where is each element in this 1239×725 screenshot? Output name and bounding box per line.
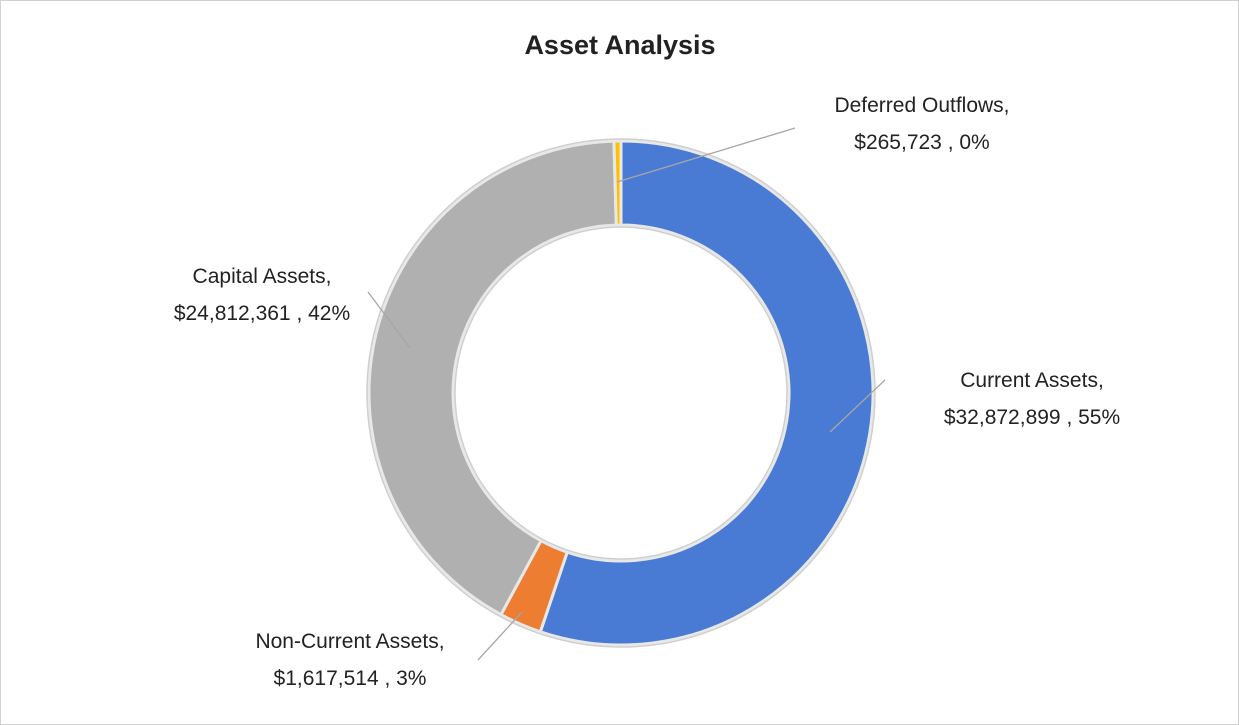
category-label: Current Assets, [960,369,1104,392]
category-label: Non-Current Assets, [255,630,444,653]
data-label: Deferred Outflows, $265,723 , 0% [834,94,1009,154]
data-label: Current Assets, $32,872,899 , 55% [944,369,1120,429]
category-label: Capital Assets, [193,265,332,288]
chart-title: Asset Analysis [524,30,715,60]
donut-segment [612,139,623,227]
leader-line [616,127,796,183]
donut-segment [367,139,618,617]
leader-line [367,291,411,349]
value-label: $32,872,899 , 55% [944,406,1120,429]
leader-line [477,611,523,661]
donut-outer-rim [366,138,876,648]
value-label: $1,617,514 , 3% [274,667,427,690]
value-label: $265,723 , 0% [854,131,989,154]
donut-inner-rim [454,226,788,560]
leader-line [829,379,886,433]
value-label: $24,812,361 , 42% [174,302,350,325]
donut-segment [538,139,875,647]
category-label: Deferred Outflows, [834,94,1009,117]
data-label: Non-Current Assets, $1,617,514 , 3% [255,630,444,690]
data-label: Capital Assets, $24,812,361 , 42% [174,265,350,325]
